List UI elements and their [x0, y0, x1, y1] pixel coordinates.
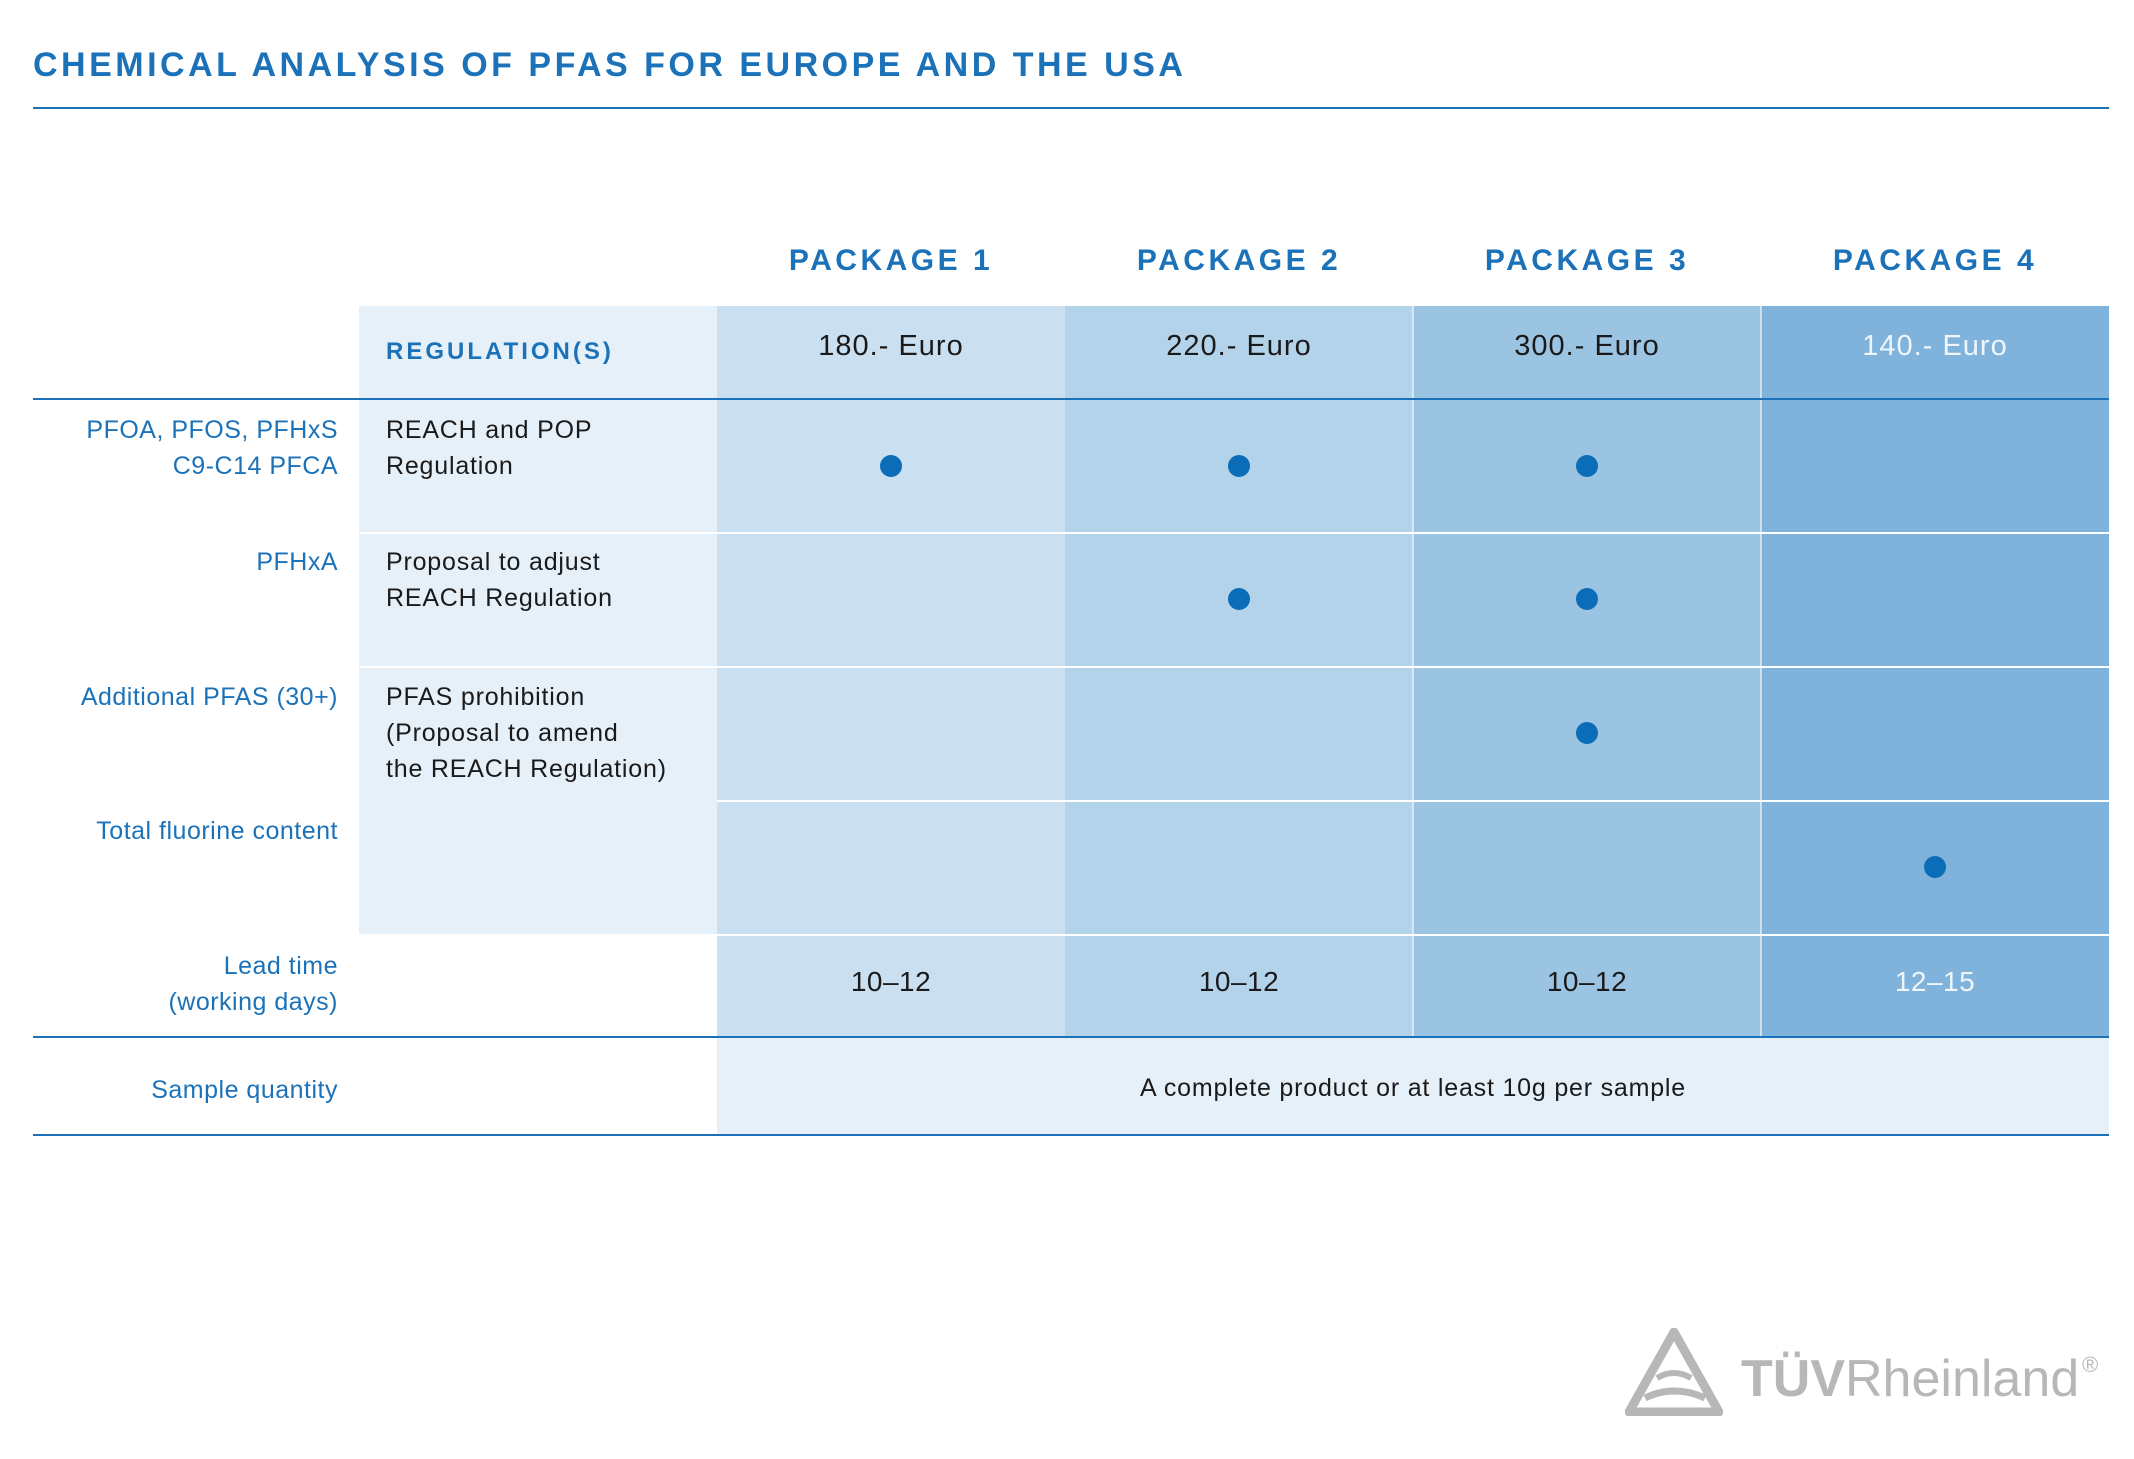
package-1-header: PACKAGE 1	[788, 244, 994, 277]
sample-quantity-value: A complete product or at least 10g per s…	[1139, 1074, 1686, 1102]
package-2-lead-time: 10–12	[1198, 966, 1280, 997]
tuv-triangle-logo-icon	[1624, 1327, 1724, 1417]
package-3-column	[1413, 306, 1761, 1037]
lead-time-label: Lead time (working days)	[168, 952, 338, 1016]
included-dot	[1228, 588, 1250, 610]
included-dot	[1228, 455, 1250, 477]
registered-mark: ®	[2082, 1352, 2099, 1377]
sample-quantity-label: Sample quantity	[151, 1076, 338, 1104]
substance-label: PFOA, PFOS, PFHxS C9-C14 PFCA	[86, 416, 338, 480]
package-1-price: 180.- Euro	[818, 330, 964, 362]
included-dot	[1576, 588, 1598, 610]
column-divider	[1760, 306, 1762, 1037]
included-dot	[880, 455, 902, 477]
package-3-lead-time: 10–12	[1546, 966, 1628, 997]
included-dot	[1576, 722, 1598, 744]
included-dot	[1576, 455, 1598, 477]
title-rule	[33, 107, 2109, 109]
included-dot	[1924, 856, 1946, 878]
package-2-price: 220.- Euro	[1166, 330, 1312, 362]
package-2-header: PACKAGE 2	[1136, 244, 1342, 277]
substance-label: PFHxA	[256, 548, 338, 576]
sample-quantity-bg	[717, 1038, 2109, 1135]
regulation-header: REGULATION(S)	[386, 338, 614, 365]
row-divider	[359, 532, 2109, 534]
package-4-price: 140.- Euro	[1862, 330, 2008, 362]
package-3-header: PACKAGE 3	[1484, 244, 1690, 277]
package-4-lead-time: 12–15	[1894, 966, 1976, 997]
row-divider	[717, 934, 2109, 936]
row-divider	[717, 800, 2109, 802]
lead-time-rule	[33, 1036, 2109, 1038]
row-divider	[359, 666, 2109, 668]
column-divider	[1412, 306, 1414, 1037]
page-title: CHEMICAL ANALYSIS OF PFAS FOR EUROPE AND…	[33, 46, 1187, 84]
header-rule	[33, 398, 2109, 400]
table-bottom-rule	[33, 1134, 2109, 1136]
regulation-text: PFAS prohibition (Proposal to amend the …	[386, 683, 667, 783]
package-3-price: 300.- Euro	[1514, 330, 1660, 362]
package-4-header: PACKAGE 4	[1832, 244, 2038, 277]
package-2-column	[1065, 306, 1413, 1037]
brand-wordmark: TÜVRheinland	[1741, 1350, 2080, 1408]
regulation-column-bg	[359, 306, 717, 934]
substance-label: Additional PFAS (30+)	[80, 683, 338, 711]
regulation-text: REACH and POP Regulation	[386, 416, 593, 480]
package-4-column	[1761, 306, 2109, 1037]
package-1-column	[717, 306, 1065, 1037]
regulation-text: Proposal to adjust REACH Regulation	[386, 548, 613, 612]
substance-label: Total fluorine content	[96, 817, 338, 845]
package-1-lead-time: 10–12	[850, 966, 932, 997]
